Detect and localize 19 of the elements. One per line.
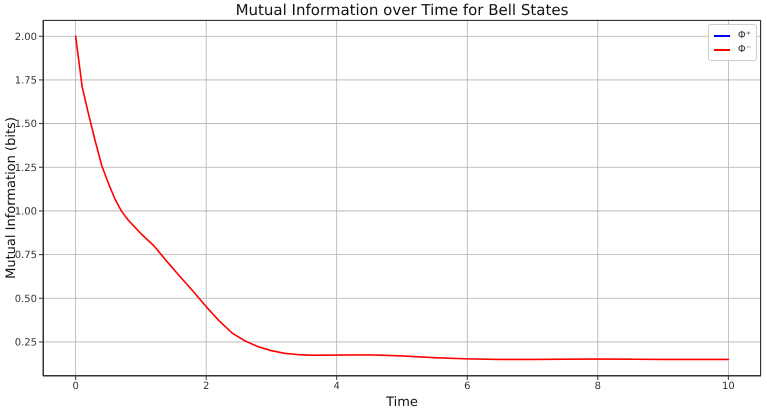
y-tick-label: 0.50 bbox=[14, 294, 37, 305]
line-series bbox=[74, 35, 730, 360]
y-tick-label: 2.00 bbox=[14, 32, 37, 43]
y-tick-label: 1.50 bbox=[14, 119, 37, 130]
x-tick-label: 8 bbox=[594, 381, 602, 392]
y-tick-label: 1.25 bbox=[14, 162, 37, 174]
x-tick-label: 10 bbox=[722, 381, 735, 392]
y-tick-label: 0.25 bbox=[14, 337, 37, 348]
y-tick-label: 1.75 bbox=[14, 75, 37, 86]
x-axis-title: Time bbox=[385, 395, 418, 410]
y-tick-label: 0.75 bbox=[14, 250, 37, 262]
chart-title: Mutual Information over Time for Bell States bbox=[234, 1, 570, 19]
y-tick-label: 1.00 bbox=[14, 206, 37, 218]
x-tick-label: 0 bbox=[72, 381, 79, 392]
x-tick-label: 6 bbox=[464, 381, 470, 392]
x-tick-label: 4 bbox=[334, 381, 340, 392]
x-tick-label: 2 bbox=[202, 381, 210, 392]
legend-label: Φ⁻ bbox=[738, 43, 751, 56]
legend-label: Φ⁺ bbox=[738, 29, 751, 42]
